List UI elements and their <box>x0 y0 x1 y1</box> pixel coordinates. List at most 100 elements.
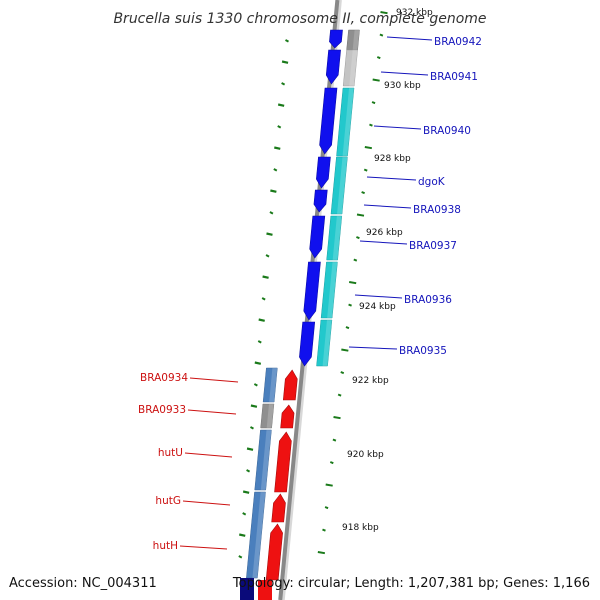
inner-tick <box>363 168 368 172</box>
gene-leader-line <box>386 36 433 41</box>
gene-label: BRA0936 <box>404 294 452 306</box>
outer-tick <box>270 189 277 193</box>
forward-gene-arrow <box>309 215 326 259</box>
outer-tick <box>281 82 286 86</box>
tick-label: 924 kbp <box>359 302 396 312</box>
inner-tick <box>329 461 334 465</box>
outer-tick <box>257 340 262 344</box>
genome-summary-text: Topology: circular; Length: 1,207,381 bp… <box>232 576 590 591</box>
inner-tick <box>376 56 381 60</box>
outer-tick <box>274 146 281 150</box>
inner-tick <box>340 371 345 375</box>
tick-label: 926 kbp <box>366 228 403 238</box>
gene-label: BRA0938 <box>413 204 461 216</box>
outer-tick <box>261 297 266 301</box>
inner-tick <box>325 483 333 487</box>
gene-leader-line <box>179 545 228 550</box>
forward-gene-arrow <box>329 29 343 49</box>
cds-feature <box>326 215 343 261</box>
outer-tick-track <box>238 39 289 559</box>
gene-label: BRA0935 <box>399 345 447 357</box>
gene-label: BRA0934 <box>140 372 188 384</box>
gene-track <box>258 29 343 600</box>
gene-leader-line <box>373 125 422 130</box>
gene-leader-line <box>348 346 398 350</box>
outer-tick <box>253 383 258 387</box>
inner-tick <box>332 438 337 442</box>
gene-leader-line <box>363 204 412 209</box>
inner-tick <box>379 33 384 37</box>
forward-gene-arrow <box>299 321 316 367</box>
outer-tick <box>242 490 250 494</box>
gene-label: dgoK <box>418 176 446 188</box>
inner-tick <box>356 213 365 217</box>
outer-tick <box>285 39 289 43</box>
gene-label: hutU <box>158 447 183 459</box>
gene-label: BRA0941 <box>430 71 478 83</box>
inner-tick <box>356 236 360 240</box>
gene-labels: BRA0942 BRA0941 BRA0940 dgoK BRA0938 BRA0937 B… <box>138 36 482 552</box>
outer-tick <box>265 254 270 258</box>
cds-feature <box>320 261 338 319</box>
cds-feature <box>330 156 348 215</box>
cds-feature <box>254 429 272 491</box>
feature-track <box>240 29 360 600</box>
reverse-gene-arrow <box>271 493 286 523</box>
outer-tick <box>262 275 269 279</box>
gene-leader-line <box>366 176 417 181</box>
gene-leader-line <box>189 377 239 383</box>
inner-tick <box>353 258 358 262</box>
outer-tick <box>246 469 251 473</box>
outer-tick <box>239 533 246 537</box>
gene-label: BRA0937 <box>409 240 457 252</box>
tick-label: 932 kbp <box>396 8 433 18</box>
inner-tick-track <box>317 11 388 555</box>
outer-tick <box>277 125 282 129</box>
tick-label: 922 kbp <box>352 376 389 386</box>
gene-leader-line <box>182 500 231 506</box>
inner-tick <box>337 393 342 397</box>
outer-tick <box>254 361 262 365</box>
reverse-gene-arrow <box>265 523 283 581</box>
inner-tick <box>369 123 373 127</box>
outer-tick <box>250 426 254 430</box>
gene-label: BRA0933 <box>138 404 186 416</box>
inner-tick <box>380 11 388 15</box>
cds-feature <box>262 367 278 403</box>
outer-tick <box>242 512 247 516</box>
gene-leader-line <box>380 71 429 76</box>
outer-tick <box>246 447 254 451</box>
inner-tick <box>372 78 380 82</box>
inner-tick <box>317 551 326 555</box>
tick-label: 930 kbp <box>384 81 421 91</box>
inner-tick <box>371 101 376 105</box>
tick-label: 918 kbp <box>342 523 379 533</box>
reverse-gene-arrow <box>274 431 292 493</box>
outer-tick <box>269 211 274 215</box>
outer-tick <box>238 555 243 559</box>
cds-feature <box>342 49 358 87</box>
outer-tick <box>277 103 285 107</box>
tick-labels: 932 kbp 930 kbp 928 kbp 926 kbp 924 kbp 922 k… <box>342 8 433 533</box>
reverse-gene-arrow <box>280 404 295 429</box>
inner-tick <box>322 528 326 532</box>
inner-tick <box>324 506 329 510</box>
outer-tick <box>266 232 273 236</box>
cds-feature <box>336 87 355 157</box>
outer-tick <box>258 318 265 322</box>
gene-leader-line <box>359 240 408 245</box>
outer-tick <box>250 404 258 408</box>
outer-tick <box>281 60 289 64</box>
forward-gene-arrow <box>319 87 338 155</box>
inner-tick <box>341 348 349 352</box>
gene-label: hutH <box>153 540 178 552</box>
forward-gene-arrow <box>316 156 331 189</box>
inner-tick <box>333 416 341 420</box>
map-title: Brucella suis 1330 chromosome II, comple… <box>113 11 486 27</box>
cds-feature <box>240 578 254 600</box>
forward-gene-arrow <box>313 189 328 213</box>
cds-feature <box>246 491 266 579</box>
cds-feature <box>260 403 275 429</box>
